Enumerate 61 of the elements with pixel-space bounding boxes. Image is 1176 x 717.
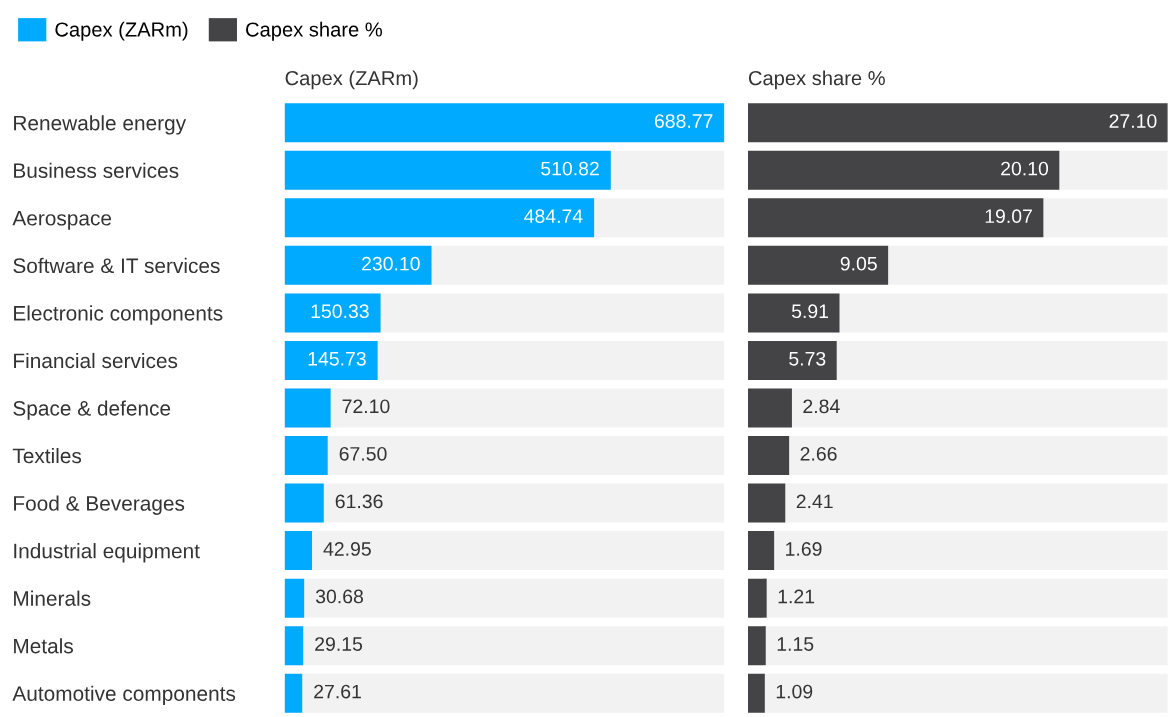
data-label: 2.41 — [796, 494, 833, 509]
data-label: 61.36 — [335, 494, 383, 509]
bar — [747, 436, 790, 476]
bar — [747, 673, 765, 713]
data-label: 484.74 — [524, 209, 583, 224]
bar — [747, 483, 786, 523]
bar — [284, 578, 305, 618]
bar — [284, 483, 324, 523]
data-label: 1.09 — [776, 684, 813, 699]
y-tick-label: Space & defence — [13, 400, 171, 420]
data-label: 9.05 — [840, 256, 877, 271]
data-label: 230.10 — [362, 256, 420, 271]
data-label: 2.66 — [800, 446, 837, 461]
y-tick-label: Minerals — [14, 590, 91, 606]
data-label: 29.15 — [315, 637, 363, 651]
bar — [284, 388, 331, 428]
y-tick-label: Electronic components — [14, 305, 223, 325]
y-tick-label: Automotive components — [12, 685, 236, 706]
data-label: 27.61 — [314, 684, 361, 699]
data-label: 688.77 — [654, 114, 713, 128]
bar — [284, 436, 328, 476]
chart-title: Capex share % — [748, 70, 885, 90]
data-label: 1.69 — [786, 542, 822, 556]
data-label: 510.82 — [541, 161, 599, 176]
bar — [747, 340, 837, 380]
y-tick-label: Industrial equipment — [14, 543, 200, 563]
data-label: 5.73 — [789, 351, 826, 366]
y-tick-label: Software & IT services — [13, 257, 220, 274]
data-label: 2.84 — [803, 399, 840, 414]
chart-title: Capex (ZARm) — [285, 70, 418, 90]
y-tick-label: Food & Beverages — [14, 495, 185, 515]
bar — [747, 531, 775, 571]
bar — [284, 626, 304, 666]
legend-label: Capex share % — [246, 21, 383, 41]
y-tick-label: Metals — [14, 638, 73, 654]
data-label: 67.50 — [339, 446, 387, 461]
y-tick-label: Financial services — [14, 352, 178, 369]
data-label: 1.21 — [778, 589, 815, 604]
bar — [747, 626, 766, 666]
bar — [747, 578, 767, 618]
y-tick-label: Aerospace — [12, 211, 112, 230]
y-tick-label: Textiles — [12, 447, 82, 464]
data-label: 27.10 — [1109, 114, 1157, 128]
bar — [284, 673, 303, 713]
bar — [284, 531, 313, 571]
data-label: 42.95 — [323, 542, 371, 556]
data-label: 20.10 — [1001, 161, 1049, 176]
data-label: 72.10 — [342, 399, 390, 414]
data-label: 150.33 — [311, 304, 369, 319]
legend-label: Capex (ZARm) — [55, 21, 188, 41]
data-label: 145.73 — [308, 351, 366, 366]
data-label: 30.68 — [315, 589, 363, 604]
data-label: 5.91 — [791, 304, 829, 319]
bar — [284, 340, 378, 380]
bar — [747, 388, 792, 428]
data-label: 19.07 — [985, 209, 1032, 224]
data-label: 1.15 — [777, 637, 814, 651]
bar — [284, 293, 381, 333]
y-tick-label: Renewable energy — [14, 115, 187, 135]
bar — [747, 293, 840, 333]
y-tick-label: Business services — [14, 162, 179, 179]
